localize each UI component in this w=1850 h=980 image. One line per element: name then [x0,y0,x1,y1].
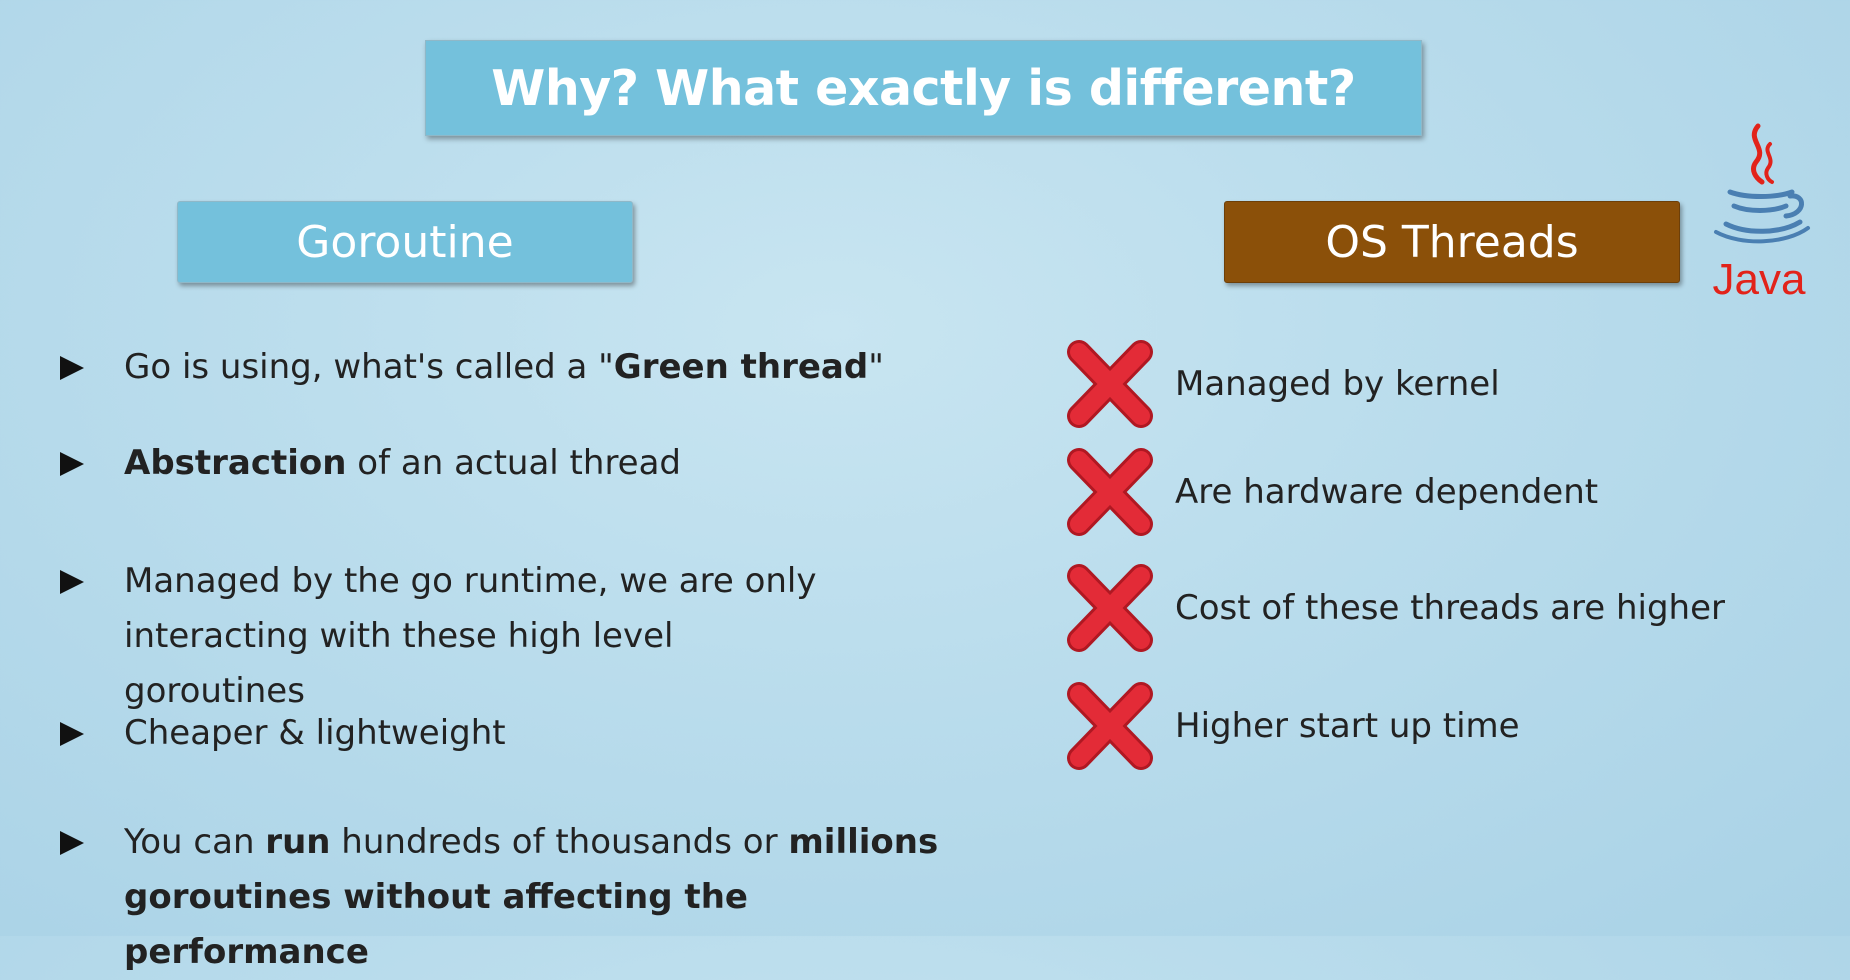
java-coffee-cup-icon: Java [1713,123,1810,302]
bullet-text-run: " [868,347,884,387]
red-x-icon [1067,448,1153,536]
goroutine-bullet: Go is using, what's called a "Green thre… [58,340,984,395]
goroutine-bullet: Managed by the go runtime, we are only i… [58,554,824,719]
red-x-icon [1067,682,1153,770]
red-x-icon [1067,340,1153,428]
slide-title-box: Why? What exactly is different? [425,40,1422,136]
bullet-text: Go is using, what's called a "Green thre… [124,340,984,395]
bullet-bold-run: run [265,822,331,862]
os-threads-header: OS Threads [1224,201,1680,283]
bullet-text-run: Managed by the go runtime, we are only i… [124,561,817,711]
bullet-text-run: You can [124,822,266,862]
play-arrow-icon [58,340,98,395]
os-threads-item-text: Managed by kernel [1175,364,1500,404]
red-x-icon [1067,564,1153,652]
bullet-text-run: Cheaper & lightweight [124,713,506,753]
bullet-bold-run: Green thread [613,347,869,387]
bullet-text-run: Go is using, what's called a " [124,347,614,387]
goroutine-bullet: You can run hundreds of thousands or mil… [58,815,1004,980]
bullet-text-run: of an actual thread [346,443,682,483]
os-threads-item: Cost of these threads are higher [1065,564,1725,652]
os-threads-item-text: Higher start up time [1175,706,1520,746]
bullet-text: Managed by the go runtime, we are only i… [124,554,824,719]
bullet-text: Abstraction of an actual thread [124,436,984,491]
os-threads-item: Are hardware dependent [1065,448,1598,536]
os-threads-item: Managed by kernel [1065,340,1500,428]
os-threads-header-label: OS Threads [1325,216,1579,268]
os-threads-item-text: Cost of these threads are higher [1175,588,1725,628]
bullet-text: Cheaper & lightweight [124,706,984,761]
play-arrow-icon [58,554,98,609]
bullet-text-run: hundreds of thousands or [330,822,789,862]
play-arrow-icon [58,815,98,870]
goroutine-bullet: Abstraction of an actual thread [58,436,984,491]
play-arrow-icon [58,706,98,761]
bullet-bold-run: Abstraction [124,443,347,483]
slide-title: Why? What exactly is different? [491,59,1356,117]
play-arrow-icon [58,436,98,491]
goroutine-header: Goroutine [177,201,633,283]
goroutine-header-label: Goroutine [296,216,514,268]
bullet-text: You can run hundreds of thousands or mil… [124,815,1004,980]
java-logo-text: Java [1713,255,1806,302]
os-threads-item: Higher start up time [1065,682,1520,770]
os-threads-item-text: Are hardware dependent [1175,472,1599,512]
goroutine-bullet: Cheaper & lightweight [58,706,984,761]
